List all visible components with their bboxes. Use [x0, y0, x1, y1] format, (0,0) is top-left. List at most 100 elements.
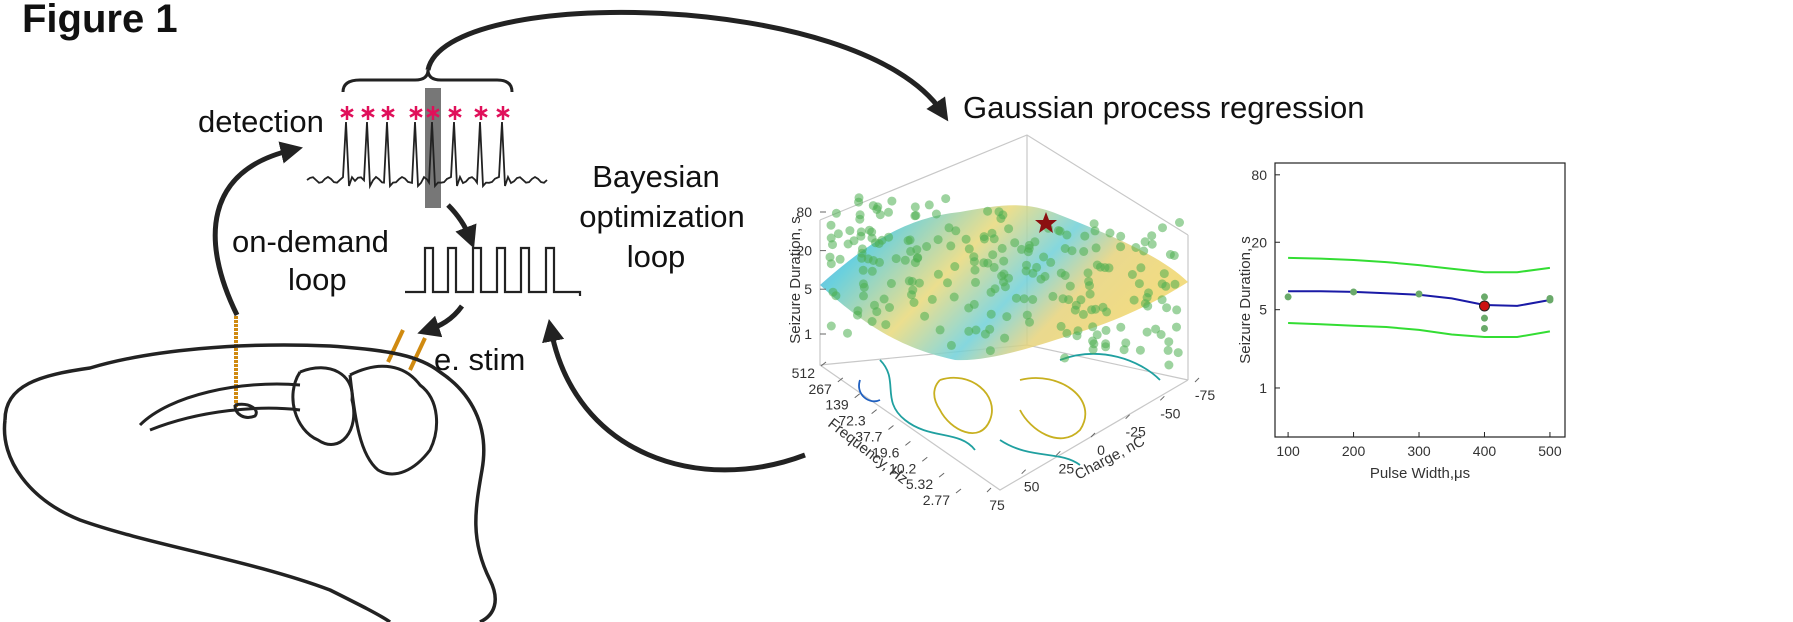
series-line: [1288, 322, 1551, 338]
sample-dot: [1163, 345, 1173, 355]
asterisk: [361, 108, 375, 118]
sample-point: [1480, 314, 1488, 322]
label: loop: [288, 262, 347, 297]
asterisk: [381, 108, 395, 118]
x-tick-label: 200: [1342, 443, 1366, 459]
sample-dot: [1028, 268, 1038, 278]
sample-dot: [990, 284, 1000, 294]
sample-dot: [1011, 293, 1021, 303]
sample-dot: [1158, 223, 1167, 233]
sample-dot: [1080, 231, 1090, 241]
z-tick-label: 80: [796, 204, 812, 220]
sample-dot: [1121, 338, 1131, 348]
sample-dot: [1131, 243, 1141, 252]
sample-dot: [884, 207, 893, 217]
sample-dot: [1067, 246, 1077, 256]
sample-dot: [1091, 243, 1101, 253]
label: loop: [627, 239, 686, 274]
sample-dot: [886, 279, 896, 288]
sample-dot: [1088, 336, 1098, 346]
sample-dot: [970, 265, 980, 275]
x-tick-label: 100: [1276, 443, 1300, 459]
sample-dot: [1090, 226, 1100, 236]
sample-point: [1284, 293, 1292, 301]
x-axis-label: Charge, nC: [1072, 432, 1148, 483]
label: e. stim: [434, 342, 525, 377]
sample-dot: [1028, 295, 1038, 304]
sample-dot: [857, 253, 867, 263]
sample-dot: [946, 340, 956, 350]
sample-dot: [1175, 218, 1184, 227]
sample-dot: [912, 253, 922, 263]
sample-dot: [1140, 237, 1150, 247]
sample-dot: [1004, 273, 1013, 283]
sample-dot: [1157, 279, 1167, 289]
sample-point: [1415, 290, 1423, 298]
x-tick: [1021, 469, 1027, 475]
y-tick-label: 20: [1251, 234, 1267, 250]
sample-dot: [881, 320, 891, 330]
asterisk: [409, 108, 423, 118]
sample-dot: [1065, 281, 1075, 291]
sample-dot: [1105, 228, 1115, 238]
sample-dot: [1139, 246, 1149, 256]
sample-dot: [1062, 328, 1072, 338]
sample-dot: [1142, 327, 1152, 337]
sample-dot: [879, 294, 889, 304]
sample-dot: [868, 201, 878, 211]
sample-dot: [1010, 238, 1020, 248]
sample-dot: [1091, 304, 1100, 314]
sample-dot: [1000, 282, 1010, 292]
sample-dot: [859, 291, 868, 301]
sample-dot: [1004, 224, 1014, 234]
sample-dot: [910, 211, 920, 221]
sample-dot: [944, 223, 954, 233]
x-tick-label: -25: [1126, 424, 1146, 440]
x-tick: [1125, 414, 1131, 420]
series-line: [1288, 256, 1551, 274]
sample-dot: [857, 244, 867, 254]
sample-dot: [1116, 322, 1126, 332]
sample-dot: [907, 290, 916, 300]
sample-dot: [964, 244, 974, 254]
sample-dot: [856, 227, 866, 237]
sample-dot: [1040, 271, 1050, 281]
asterisk: [448, 108, 462, 118]
sample-dot: [1135, 345, 1145, 355]
y-tick-label: 72.3: [838, 413, 865, 429]
sample-dot: [1022, 260, 1031, 270]
sample-dot: [885, 303, 894, 312]
sample-dot: [914, 278, 924, 288]
y-tick-label: 2.77: [923, 492, 950, 508]
sample-dot: [1073, 326, 1083, 336]
asterisk: [474, 108, 488, 118]
y-tick-label: 80: [1251, 167, 1267, 183]
y-tick-label: 10.2: [889, 460, 916, 476]
sample-dot: [979, 258, 989, 268]
y-tick: [921, 456, 928, 462]
sample-dot: [831, 208, 841, 218]
x-tick-label: 500: [1538, 443, 1562, 459]
y-tick: [888, 425, 894, 430]
sample-dot: [1170, 279, 1180, 289]
z-tick-label: 5: [804, 281, 812, 297]
sample-dot: [961, 234, 971, 244]
sample-dot: [900, 255, 910, 265]
sample-dot: [905, 235, 915, 245]
sample-dot: [1083, 268, 1093, 278]
sample-dot: [1101, 339, 1111, 349]
sample-dot: [987, 228, 997, 238]
sample-dot: [867, 233, 877, 243]
sample-dot: [1173, 348, 1183, 358]
sample-dot: [1147, 239, 1157, 249]
x-tick: [986, 487, 992, 493]
label: Bayesian: [592, 159, 720, 194]
x-tick: [1194, 377, 1200, 383]
sample-dot: [1054, 226, 1063, 235]
sample-dot: [1060, 353, 1070, 363]
z-tick-label: 1: [804, 326, 812, 342]
sample-dot: [1127, 270, 1137, 279]
sample-dot: [949, 292, 959, 302]
y-tick: [820, 361, 827, 367]
figure-title: Figure 1: [22, 0, 178, 41]
